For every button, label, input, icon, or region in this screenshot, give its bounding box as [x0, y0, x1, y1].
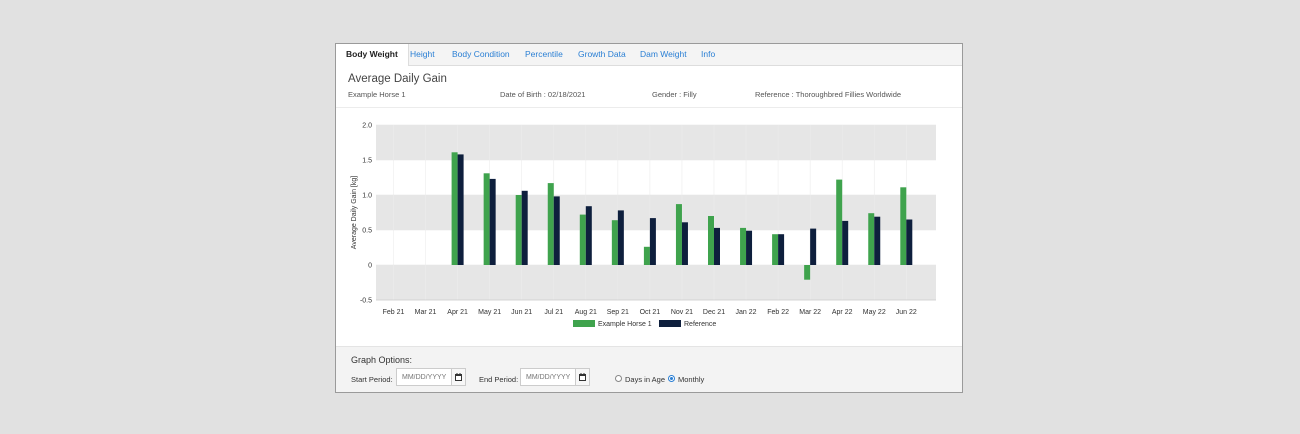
bar-example-horse — [772, 234, 779, 265]
bar-reference — [489, 178, 496, 265]
y-tick-label: 2.0 — [362, 123, 372, 130]
gender: Gender : Filly — [652, 90, 697, 99]
bar-example-horse — [483, 173, 490, 265]
bar-example-horse — [547, 183, 554, 265]
bar-reference — [521, 190, 528, 265]
bar-reference — [681, 222, 688, 265]
bar-example-horse — [804, 265, 811, 280]
y-axis-label: Average Daily Gain [kg] — [351, 176, 358, 249]
days-in-age-radio[interactable] — [615, 375, 622, 382]
y-tick-label: -0.5 — [360, 298, 372, 305]
grid-band — [376, 265, 936, 300]
tab-height[interactable]: Height — [410, 49, 435, 59]
start-period-label: Start Period: — [351, 375, 393, 384]
x-tick-label: Sep 21 — [607, 309, 629, 316]
bar-example-horse — [868, 213, 875, 265]
x-tick-label: Feb 21 — [383, 309, 405, 316]
x-tick-label: Jul 21 — [544, 309, 563, 316]
bar-example-horse — [451, 152, 458, 265]
tab-bar: Body Weight Height Body Condition Percen… — [336, 44, 962, 66]
end-period-input[interactable] — [520, 368, 576, 386]
tab-body-condition[interactable]: Body Condition — [452, 49, 510, 59]
bar-reference — [617, 210, 624, 265]
divider — [336, 107, 962, 108]
x-tick-label: Oct 21 — [640, 309, 661, 316]
bar-example-horse — [708, 216, 714, 265]
bar-reference — [778, 234, 785, 265]
grid-band — [376, 125, 936, 160]
tab-growth-data[interactable]: Growth Data — [578, 49, 626, 59]
monthly-radio[interactable] — [668, 375, 675, 382]
bar-reference — [649, 218, 656, 265]
start-calendar-button[interactable] — [452, 368, 466, 386]
legend-label: Reference — [684, 321, 716, 328]
bar-example-horse — [611, 220, 618, 265]
graph-options: Graph Options: Start Period: End Period:… — [336, 346, 962, 392]
calendar-icon — [579, 373, 586, 381]
bar-reference — [457, 154, 464, 265]
x-tick-label: May 21 — [478, 309, 501, 316]
bar-reference — [810, 228, 817, 265]
bar-example-horse — [643, 246, 650, 265]
bar-reference — [874, 216, 881, 265]
x-tick-label: Mar 21 — [415, 309, 437, 316]
bar-example-horse — [675, 204, 682, 265]
x-tick-label: Jun 22 — [896, 309, 917, 316]
end-calendar-button[interactable] — [576, 368, 590, 386]
x-tick-label: Feb 22 — [767, 309, 789, 316]
bar-example-horse — [900, 187, 907, 265]
bar-reference — [842, 220, 849, 265]
bar-reference — [906, 219, 913, 265]
tab-body-weight[interactable]: Body Weight — [336, 44, 409, 66]
bar-chart: 2.0 1.5 1.0 0.5 0 -0.5 Average Daily Gain [kg]… — [351, 123, 936, 328]
date-of-birth: Date of Birth : 02/18/2021 — [500, 90, 586, 99]
tab-info[interactable]: Info — [701, 49, 716, 59]
bar-reference — [585, 206, 592, 265]
x-tick-label: Jan 22 — [736, 309, 757, 316]
x-tick-label: Apr 21 — [447, 309, 468, 316]
page-title: Average Daily Gain — [348, 73, 447, 85]
y-tick-label: 0 — [368, 263, 372, 270]
y-tick-label: 1.0 — [362, 193, 372, 200]
y-tick-label: 0.5 — [362, 228, 372, 235]
end-period-label: End Period: — [479, 375, 519, 384]
bar-example-horse — [515, 195, 522, 265]
reference: Reference : Thoroughbred Fillies Worldwi… — [755, 90, 902, 99]
bar-reference — [714, 227, 720, 265]
options-title: Graph Options: — [351, 355, 413, 365]
bar-reference — [746, 230, 753, 265]
legend-swatch — [573, 320, 595, 327]
legend-swatch — [659, 320, 681, 327]
x-tick-label: Nov 21 — [671, 309, 693, 316]
x-tick-label: Dec 21 — [703, 309, 725, 316]
bar-example-horse — [740, 227, 747, 265]
y-tick-label: 1.5 — [362, 158, 372, 165]
bar-example-horse — [579, 214, 586, 265]
legend-label: Example Horse 1 — [598, 321, 652, 328]
bar-reference — [553, 196, 560, 265]
graph-panel: Body Weight Height Body Condition Percen… — [335, 43, 963, 393]
horse-name: Example Horse 1 — [348, 90, 406, 99]
tab-percentile[interactable]: Percentile — [525, 49, 563, 59]
start-period-input[interactable] — [396, 368, 452, 386]
calendar-icon — [455, 373, 462, 381]
x-tick-label: Aug 21 — [575, 309, 597, 316]
x-tick-label: Apr 22 — [832, 309, 853, 316]
x-tick-label: May 22 — [863, 309, 886, 316]
x-tick-label: Mar 22 — [799, 309, 821, 316]
days-in-age-label: Days in Age — [625, 375, 666, 384]
bar-example-horse — [836, 179, 843, 265]
monthly-label: Monthly — [678, 375, 705, 384]
tab-dam-weight[interactable]: Dam Weight — [640, 49, 687, 59]
x-tick-label: Jun 21 — [511, 309, 532, 316]
